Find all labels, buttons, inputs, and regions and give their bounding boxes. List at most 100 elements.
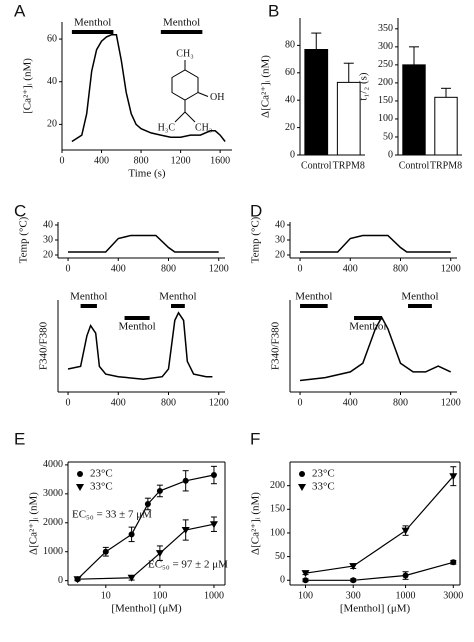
legend-marker: [77, 471, 83, 477]
legend-marker: [298, 484, 306, 491]
y-tick-label: 50: [383, 131, 393, 142]
y-tick-label: 4000: [43, 459, 63, 470]
x-tick-label: Control: [301, 160, 332, 171]
marker: [73, 576, 82, 584]
x-tick-label: 1000: [396, 590, 416, 601]
x-tick-label: 1600: [210, 155, 230, 166]
fit-curve: [305, 475, 454, 574]
x-tick-label: 800: [161, 397, 176, 408]
x-tick-label: 1200: [441, 263, 461, 274]
y-tick-label: 20: [285, 122, 295, 133]
x-axis-label: Time (s): [128, 168, 166, 180]
x-tick-label: 0: [66, 397, 71, 408]
legend-marker: [299, 471, 305, 477]
x-tick-label: 3000: [443, 590, 463, 601]
stimulus-label: Menthol: [401, 291, 438, 303]
x-axis-label: [Menthol] (μM): [111, 603, 182, 615]
x-tick-label: 400: [343, 263, 358, 274]
x-tick-label: 0: [298, 263, 303, 274]
x-tick-label: 0: [66, 263, 71, 274]
x-tick-label: 0: [60, 155, 65, 166]
y-axis-label: Δ[Ca²⁺]ᵢ (nM): [28, 492, 40, 555]
bar: [402, 64, 426, 156]
marker: [127, 574, 136, 582]
y-tick-label: 250: [378, 59, 393, 70]
stimulus-bar: [71, 30, 114, 34]
y-tick-label: 2000: [43, 517, 63, 528]
x-tick-label: Control: [399, 160, 430, 171]
y-tick-label: 20: [43, 249, 53, 260]
stimulus-bar: [408, 304, 432, 308]
stimulus-label: Menthol: [295, 291, 332, 303]
y-tick-label: 3000: [43, 488, 63, 499]
marker: [155, 550, 164, 558]
marker: [302, 577, 309, 584]
panel-label: B: [268, 1, 279, 20]
fit-curve: [305, 561, 454, 581]
marker: [450, 559, 457, 566]
x-tick-label: 800: [134, 155, 149, 166]
x-tick-label: 100: [298, 590, 313, 601]
x-tick-label: 800: [393, 397, 408, 408]
x-axis-label: [Menthol] (μM): [340, 603, 411, 615]
structure-label: OH: [210, 92, 224, 103]
y-tick-label: 20: [47, 119, 57, 130]
bond: [174, 111, 186, 123]
x-tick-label: 300: [346, 590, 361, 601]
y-tick-label: 0: [290, 149, 295, 160]
legend-label: 33°C: [312, 481, 335, 493]
legend-label: 33°C: [90, 481, 113, 493]
panel-label: F: [250, 429, 260, 448]
y-tick-label: 150: [270, 504, 285, 515]
x-tick-label: 800: [161, 263, 176, 274]
structure-ring: [171, 69, 199, 101]
y-axis-label: Temp (°C): [18, 216, 30, 263]
line-trace: [71, 34, 226, 143]
y-tick-label: 150: [378, 95, 393, 106]
stimulus-bar: [300, 304, 328, 308]
y-tick-label: 30: [43, 234, 53, 245]
annotation: EC₅₀ = 33 ± 7 μM: [72, 509, 152, 521]
bar: [434, 96, 458, 156]
y-tick-label: 60: [285, 67, 295, 78]
stimulus-bar: [80, 304, 97, 308]
y-tick-label: 350: [378, 23, 393, 34]
y-axis-label: Temp (°C): [250, 216, 262, 263]
y-axis-label: [Ca²⁺]ᵢ (nM): [22, 58, 34, 114]
stimulus-label: Menthol: [159, 291, 196, 303]
stimulus-label: Menthol: [349, 321, 386, 333]
y-tick-label: 40: [43, 219, 53, 230]
marker: [350, 577, 357, 584]
y-axis-label: Δ[Ca²⁺]ᵢ (nM): [260, 55, 272, 118]
y-axis-label: F340/F380: [270, 321, 282, 370]
stimulus-label: Menthol: [163, 17, 200, 29]
structure-label: CH₃: [176, 48, 193, 59]
panel-label: E: [14, 429, 25, 448]
x-tick-label: 1200: [209, 263, 229, 274]
bond: [184, 111, 196, 123]
marker: [181, 527, 190, 535]
stimulus-bar: [171, 304, 185, 308]
marker: [402, 572, 409, 579]
marker: [449, 473, 458, 481]
x-tick-label: 400: [343, 397, 358, 408]
legend-marker: [76, 484, 84, 491]
x-tick-label: 1000: [204, 590, 224, 601]
y-axis-label: t₁/₂ (s): [358, 72, 370, 100]
line-trace: [68, 234, 219, 253]
marker: [349, 563, 358, 571]
x-tick-label: 1200: [209, 397, 229, 408]
marker: [128, 531, 135, 538]
x-tick-label: 400: [111, 263, 126, 274]
y-tick-label: 1000: [43, 546, 63, 557]
x-tick-label: 1200: [441, 397, 461, 408]
legend-label: 23°C: [90, 468, 113, 480]
line-trace: [299, 315, 452, 382]
y-tick-label: 100: [378, 113, 393, 124]
panel-label: D: [250, 201, 262, 220]
y-tick-label: 60: [47, 33, 57, 44]
x-tick-label: 1200: [171, 155, 191, 166]
stimulus-bar: [354, 316, 382, 320]
annotation: EC₅₀ = 97 ± 2 μM: [148, 559, 228, 571]
